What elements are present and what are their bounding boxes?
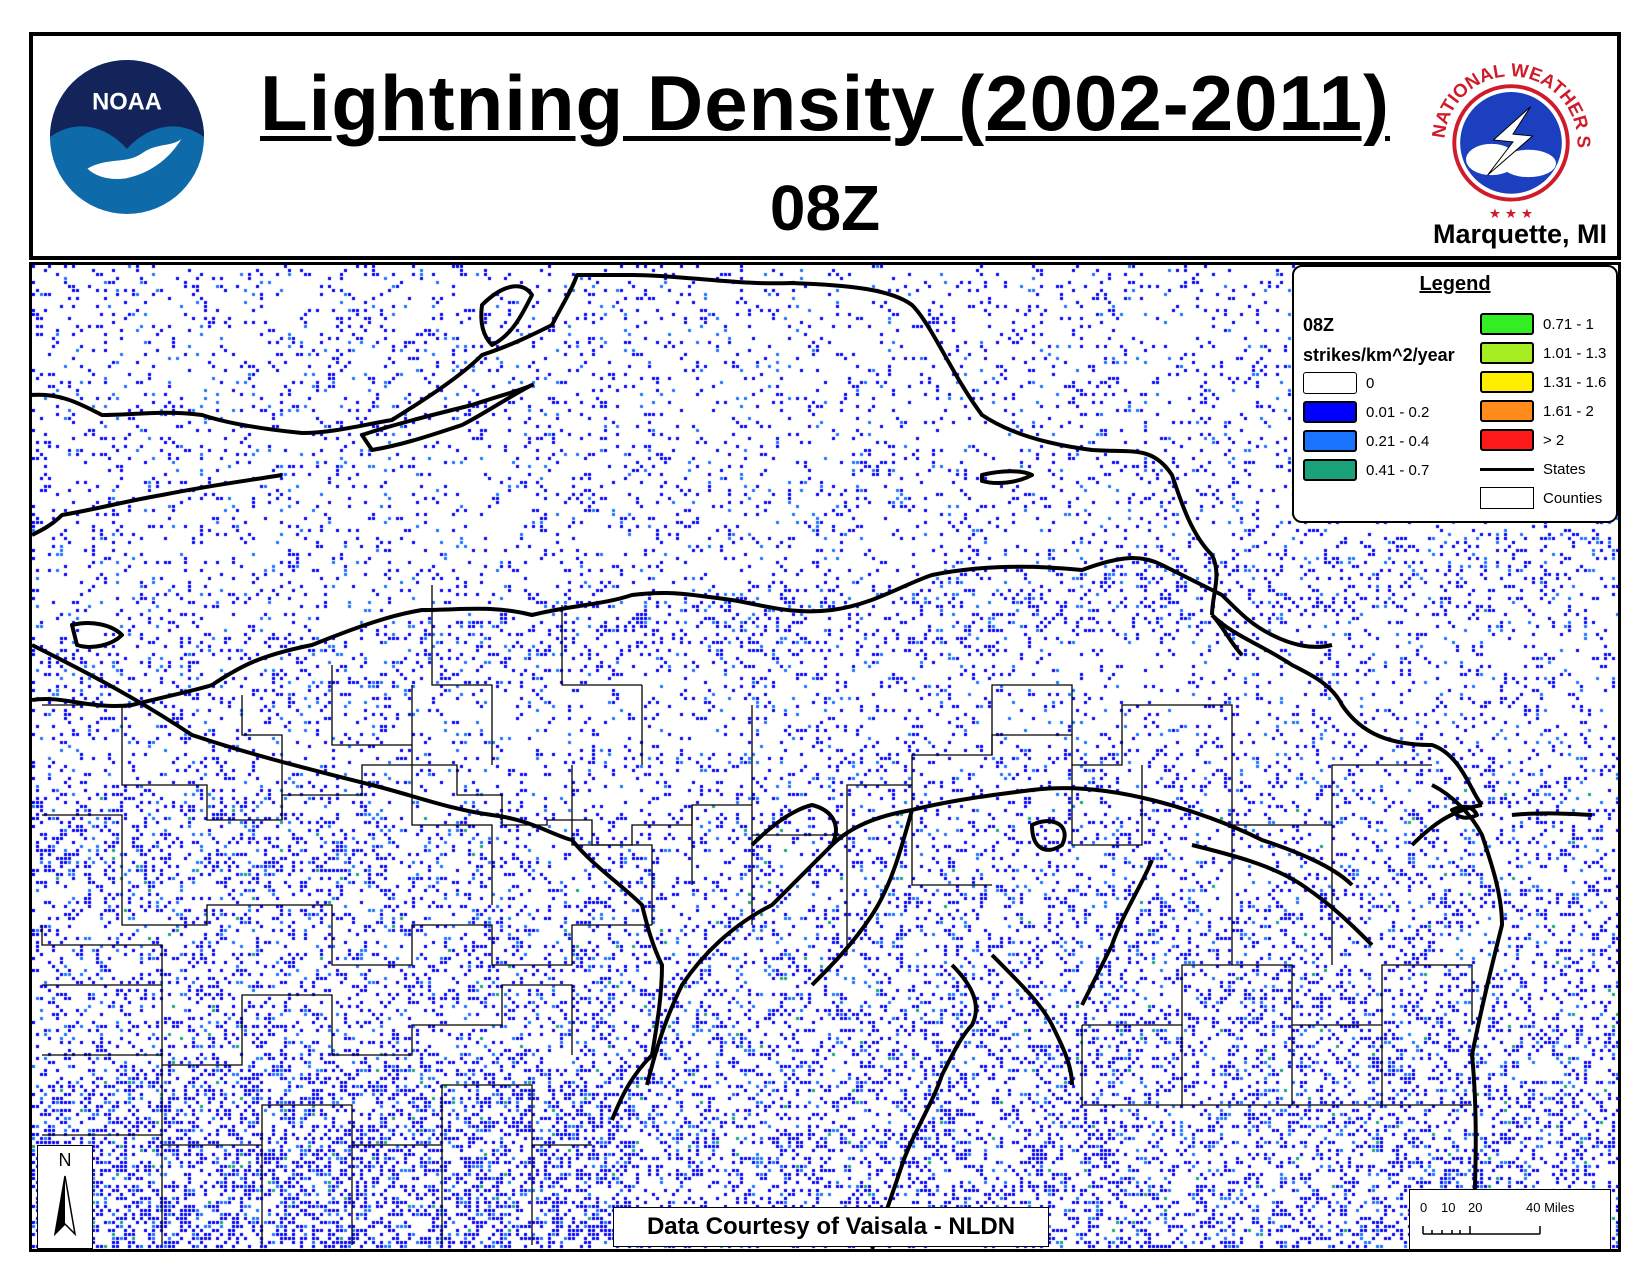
data-credit: Data Courtesy of Vaisala - NLDN (613, 1207, 1049, 1247)
legend-item: 0.71 - 1 (1480, 312, 1594, 336)
legend-item: 1.61 - 2 (1480, 399, 1594, 423)
scale-bar: 0 10 20 40 Miles (1409, 1189, 1611, 1249)
scale-tick-label: 20 (1468, 1200, 1483, 1215)
legend-item-states: States (1480, 457, 1586, 481)
legend-label: > 2 (1543, 431, 1565, 449)
legend-title: Legend (1419, 273, 1491, 295)
legend-swatch (1480, 313, 1534, 335)
state-boundaries (32, 273, 1593, 1249)
legend-item: 0.21 - 0.4 (1303, 429, 1429, 453)
legend-swatch (1303, 401, 1357, 423)
office-label: Marquette, MI (1432, 219, 1607, 249)
legend-hour: 08Z (1303, 315, 1335, 335)
scale-bar-graphic (1422, 1226, 1541, 1235)
map-title: Lightning Density (2002-2011) (260, 59, 1390, 147)
map-subtitle: 08Z (769, 172, 881, 244)
map-header: NOAA Lightning Density (2002-2011) 08Z N… (29, 32, 1621, 260)
north-label: N (58, 1150, 72, 1170)
counties-box-symbol (1480, 487, 1534, 509)
legend-label: 0.71 - 1 (1543, 315, 1594, 333)
svg-text:★ ★ ★: ★ ★ ★ (1489, 206, 1533, 221)
scale-tick-label: 40 Miles (1526, 1200, 1575, 1215)
north-arrow: N (37, 1145, 93, 1249)
lightning-density-map: Legend 08Z strikes/km^2/year 0 0.01 - 0.… (29, 262, 1621, 1252)
legend-panel: Legend 08Z strikes/km^2/year 0 0.01 - 0.… (1292, 265, 1618, 523)
legend-swatch (1303, 430, 1357, 452)
legend-swatch (1480, 429, 1534, 451)
legend-label: 0 (1366, 374, 1375, 392)
scale-tick-label: 0 (1420, 1200, 1428, 1215)
legend-label: 0.21 - 0.4 (1366, 432, 1430, 450)
scale-tick-label: 10 (1441, 1200, 1456, 1215)
legend-swatch (1303, 459, 1357, 481)
legend-item: 1.01 - 1.3 (1480, 341, 1606, 365)
legend-item: 0 (1303, 371, 1374, 395)
noaa-logo: NOAA (49, 59, 205, 215)
legend-label: 1.01 - 1.3 (1543, 344, 1607, 362)
nws-logo: NATIONAL WEATHER SERVICE ★ ★ ★ (1423, 50, 1595, 221)
legend-label: States (1543, 460, 1586, 478)
legend-swatch (1303, 372, 1357, 394)
states-line-symbol (1480, 467, 1534, 471)
legend-item: 0.41 - 0.7 (1303, 458, 1429, 482)
legend-label: 0.41 - 0.7 (1366, 461, 1430, 479)
legend-item: 1.31 - 1.6 (1480, 370, 1606, 394)
legend-swatch (1480, 400, 1534, 422)
county-boundaries (41, 585, 1473, 1245)
legend-item-counties: Counties (1480, 486, 1602, 510)
legend-label: 1.61 - 2 (1543, 402, 1594, 420)
legend-swatch (1480, 342, 1534, 364)
legend-units: strikes/km^2/year (1303, 345, 1455, 365)
noaa-logo-text: NOAA (92, 89, 162, 115)
boundary-lines (32, 273, 1593, 1249)
legend-item: > 2 (1480, 428, 1564, 452)
legend-label: Counties (1543, 489, 1603, 507)
legend-label: 0.01 - 0.2 (1366, 403, 1430, 421)
legend-item: 0.01 - 0.2 (1303, 400, 1429, 424)
legend-swatch (1480, 371, 1534, 393)
north-arrow-icon (53, 1175, 77, 1237)
legend-label: 1.31 - 1.6 (1543, 373, 1607, 391)
